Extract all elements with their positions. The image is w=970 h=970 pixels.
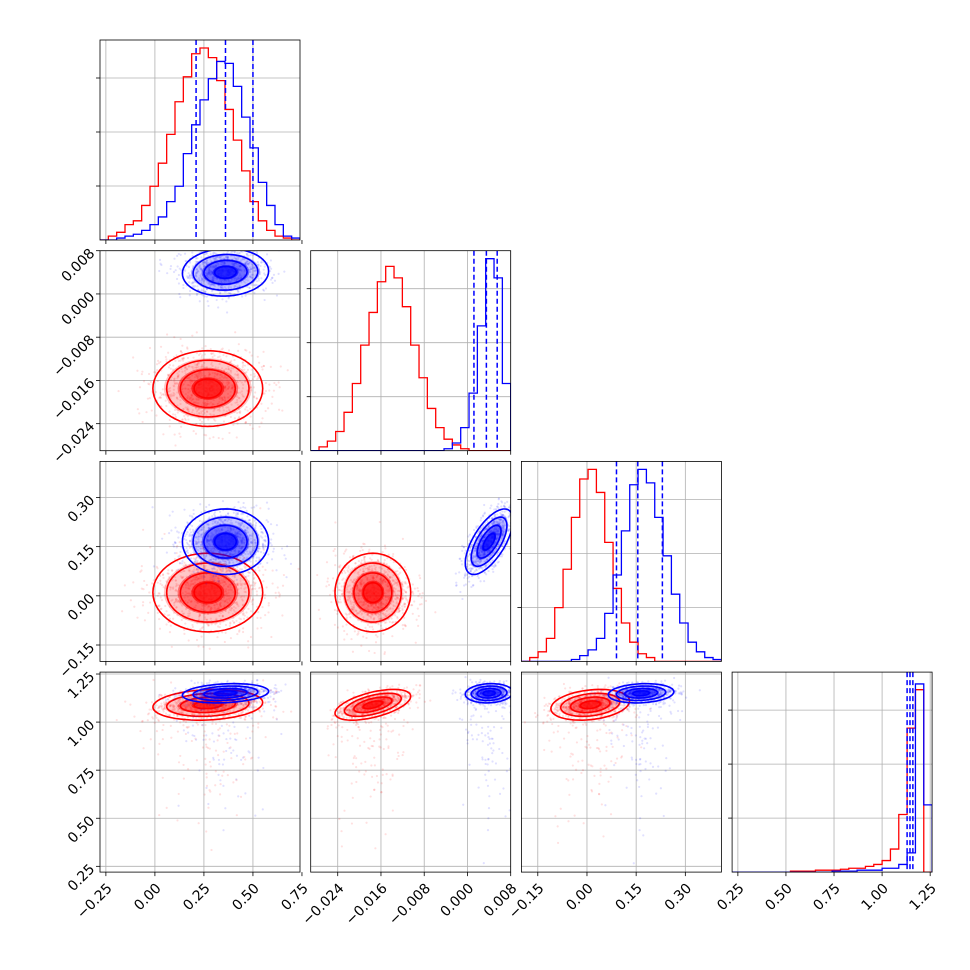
y-tick-label: −0.008 — [50, 332, 98, 380]
x-tick-label: 1.00 — [859, 881, 892, 914]
y-tick-label: 0.000 — [59, 289, 99, 329]
x-tick-label: 0.75 — [810, 881, 843, 914]
red-histogram-4 — [732, 689, 933, 873]
y-tick-label: 0.75 — [65, 765, 98, 798]
histogram-panel-4 — [728, 671, 933, 877]
red-histogram-1 — [100, 47, 300, 240]
scatter-panel-4-3 — [521, 671, 722, 877]
x-tick-label: −0.016 — [343, 880, 391, 928]
y-tick-label: 0.008 — [59, 246, 99, 286]
x-tick-label: 0.15 — [613, 881, 646, 914]
y-tick-label: 0.30 — [65, 492, 98, 525]
scatter-panel-3-1 — [96, 460, 303, 666]
blue-histogram-4 — [732, 683, 933, 873]
scatter-panel-4-2 — [310, 671, 512, 877]
y-tick-label: 0.00 — [65, 591, 98, 624]
blue-histogram-1 — [100, 60, 300, 240]
x-tick-label: 0.25 — [714, 881, 747, 914]
x-tick-label: 0.50 — [229, 881, 262, 914]
histogram-panel-1 — [96, 39, 303, 244]
red-histogram-2 — [310, 265, 511, 451]
x-tick-label: 0.00 — [131, 881, 164, 914]
y-tick-label: 0.50 — [65, 813, 98, 846]
y-tick-label: 0.25 — [65, 861, 98, 894]
x-tick-label: 0.30 — [662, 881, 695, 914]
x-tick-label: 0.25 — [180, 881, 213, 914]
x-tick-label: 0.00 — [563, 881, 596, 914]
y-tick-label: −0.016 — [50, 375, 98, 423]
x-tick-label: 1.25 — [907, 881, 940, 914]
y-tick-label: 1.00 — [65, 717, 98, 750]
red-histogram-3 — [521, 468, 722, 662]
blue-histogram-2 — [310, 258, 511, 451]
blue-histogram-3 — [521, 468, 722, 662]
scatter-panel-4-1 — [96, 671, 303, 877]
x-tick-label: 0.50 — [762, 881, 795, 914]
histogram-panel-3 — [517, 460, 722, 666]
scatter-panel-2-1 — [96, 250, 303, 455]
scatter-panel-3-2 — [310, 460, 512, 666]
x-tick-label: −0.008 — [386, 881, 434, 929]
y-tick-label: −0.024 — [50, 419, 98, 467]
x-tick-label: 0.000 — [438, 881, 478, 921]
histogram-panel-2 — [306, 250, 512, 455]
y-tick-label: 0.15 — [65, 542, 98, 575]
